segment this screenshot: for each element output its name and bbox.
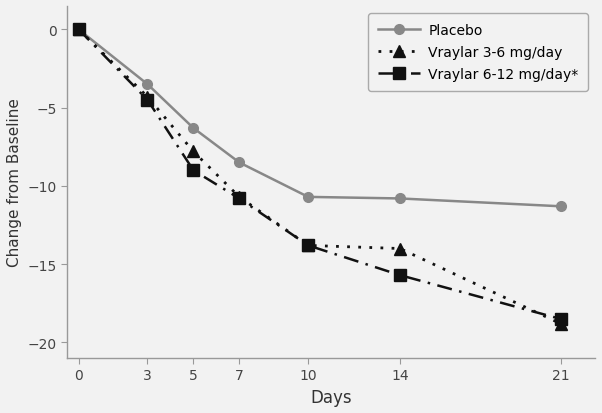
Vraylar 3-6 mg/day [305,243,312,248]
Placebo [305,195,312,200]
Line: Vraylar 3-6 mg/day: Vraylar 3-6 mg/day [73,25,566,330]
Placebo [190,126,197,131]
X-axis label: Days: Days [310,388,352,406]
Legend: Placebo, Vraylar 3-6 mg/day, Vraylar 6-12 mg/day*: Placebo, Vraylar 3-6 mg/day, Vraylar 6-1… [368,14,588,92]
Placebo [236,161,243,166]
Line: Placebo: Placebo [74,26,565,211]
Vraylar 3-6 mg/day [557,321,564,326]
Placebo [144,83,151,88]
Vraylar 3-6 mg/day [190,150,197,154]
Vraylar 6-12 mg/day* [236,197,243,202]
Vraylar 6-12 mg/day* [557,317,564,322]
Line: Vraylar 6-12 mg/day*: Vraylar 6-12 mg/day* [73,25,566,325]
Placebo [557,204,564,209]
Vraylar 6-12 mg/day* [144,98,151,103]
Vraylar 3-6 mg/day [75,28,82,33]
Y-axis label: Change from Baseline: Change from Baseline [7,98,22,267]
Placebo [396,197,403,202]
Vraylar 3-6 mg/day [144,95,151,100]
Vraylar 3-6 mg/day [236,195,243,200]
Vraylar 6-12 mg/day* [305,243,312,248]
Vraylar 6-12 mg/day* [396,273,403,278]
Vraylar 3-6 mg/day [396,247,403,252]
Vraylar 6-12 mg/day* [190,169,197,173]
Vraylar 6-12 mg/day* [75,28,82,33]
Placebo [75,28,82,33]
